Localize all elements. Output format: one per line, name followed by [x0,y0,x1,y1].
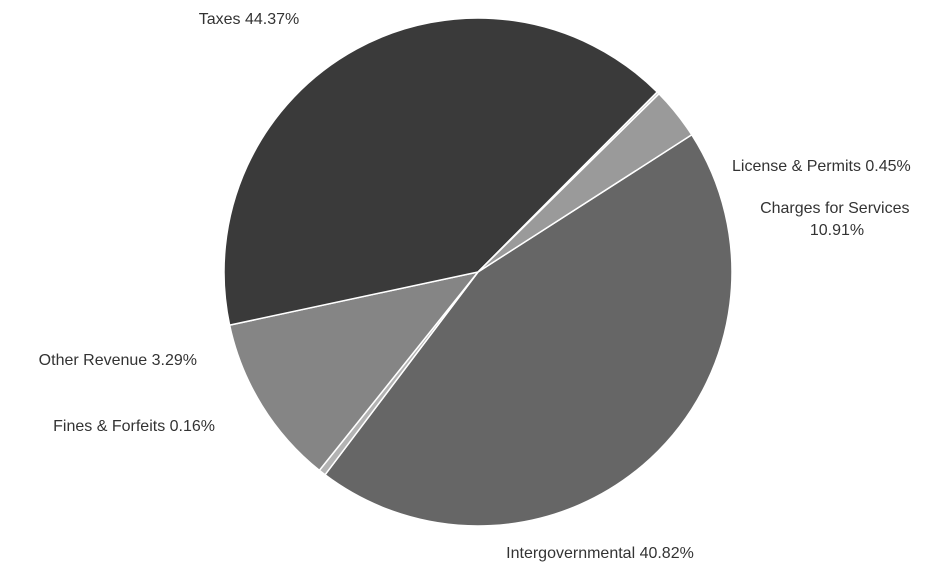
slice-label-charges-for-services: Charges for Services 10.91% [760,200,914,239]
slice-label-license-permits: License & Permits 0.45% [732,158,911,175]
pie-slices [223,17,733,527]
slice-label-fines-forfeits: Fines & Forfeits 0.16% [53,418,215,435]
slice-label-charges-line2: 10.91% [810,222,864,239]
pie-slice-taxes [324,134,733,527]
slice-label-taxes: Taxes 44.37% [199,11,300,28]
slice-label-intergovernmental: Intergovernmental 40.82% [506,545,694,562]
slice-label-charges-line1: Charges for Services [760,200,909,217]
pie-labels: Taxes 44.37% License & Permits 0.45% Cha… [39,11,914,562]
pie-slice-charges-for-services [228,271,479,472]
pie-slice-intergovernmental [223,17,658,326]
pie-slice-other-revenue [477,93,693,273]
slice-label-other-revenue: Other Revenue 3.29% [39,352,197,369]
